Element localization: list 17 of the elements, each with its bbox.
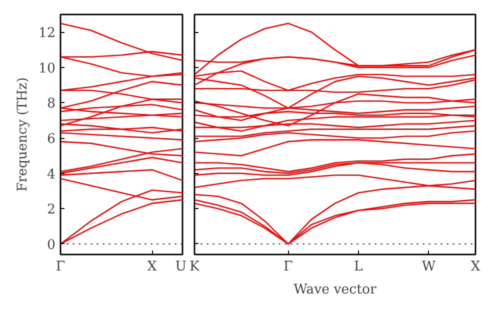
x-tick-label: Γ	[56, 260, 66, 274]
y-tick-label: 2	[47, 202, 56, 218]
x-tick-label: L	[354, 260, 363, 274]
x-tick-label: K	[190, 260, 201, 274]
x-tick-label: Γ	[284, 260, 293, 274]
y-tick-label: 0	[47, 238, 56, 253]
y-tick-label: 4	[47, 167, 56, 182]
x-tick-label: X	[147, 260, 158, 274]
x-axis-title: Wave vector	[294, 282, 378, 298]
x-tick-label: X	[470, 260, 481, 274]
x-tick-label: W	[422, 260, 436, 274]
y-tick-label: 10	[38, 61, 56, 76]
y-tick-label: 8	[47, 96, 56, 112]
y-tick-label: 6	[47, 132, 56, 148]
y-tick-label: 12	[38, 26, 56, 42]
x-tick-label: U	[175, 260, 186, 274]
y-axis-title: Frequency (THz)	[16, 77, 31, 192]
